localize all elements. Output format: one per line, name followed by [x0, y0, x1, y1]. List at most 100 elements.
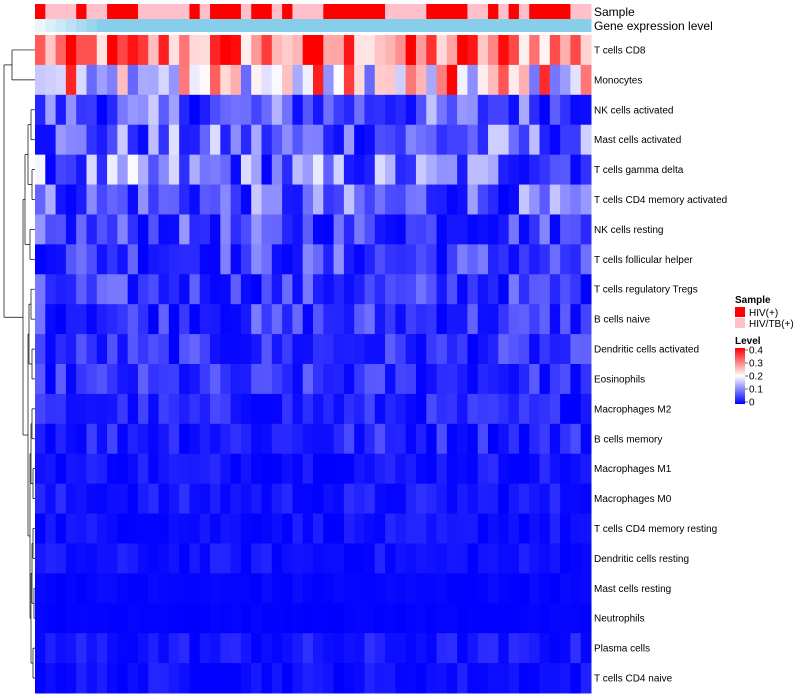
heatmap-cell [230, 64, 242, 96]
heatmap-cell [549, 603, 561, 634]
heatmap-cell [158, 184, 170, 215]
heatmap-cell [45, 214, 57, 245]
heatmap-cell [199, 304, 211, 335]
heatmap-cell [395, 483, 407, 515]
heatmap-cell [240, 35, 252, 66]
heatmap-cell [323, 94, 335, 126]
heatmap-cell [395, 124, 407, 156]
sample-annotation-cell [446, 4, 458, 19]
heatmap-cell [107, 244, 118, 275]
heatmap-cell [127, 274, 139, 305]
heatmap-cell [498, 633, 510, 664]
heatmap-cell [230, 423, 242, 455]
row-label: T cells gamma delta [594, 165, 684, 176]
heatmap-cell [210, 513, 221, 544]
heatmap-cell [518, 64, 530, 96]
heatmap-cell [148, 154, 160, 186]
gene-expression-cell [457, 19, 468, 32]
heatmap-cell [158, 364, 170, 395]
heatmap-cell [518, 603, 530, 634]
heatmap-cell [35, 393, 46, 425]
heatmap-cell [560, 154, 571, 186]
heatmap-cell [96, 423, 108, 455]
heatmap-cell [55, 304, 67, 335]
heatmap-cell [385, 35, 396, 66]
heatmap-cell [498, 573, 510, 604]
heatmap-cell [405, 423, 417, 455]
heatmap-cell [467, 35, 479, 66]
heatmap-cell [395, 393, 407, 425]
heatmap-cell [508, 633, 520, 664]
heatmap-cell [333, 513, 345, 544]
heatmap-cell [107, 334, 118, 365]
heatmap-cell [477, 453, 489, 485]
heatmap-cell [240, 573, 252, 604]
heatmap-cell [137, 483, 149, 515]
heatmap-cell [518, 513, 530, 544]
heatmap-cell [302, 573, 314, 604]
heatmap-cell [354, 64, 365, 96]
heatmap-cell [560, 184, 571, 215]
heatmap-cell [570, 35, 582, 66]
heatmap-cell [539, 184, 551, 215]
row-label: NK cells activated [594, 105, 673, 116]
heatmap-cell [560, 35, 571, 66]
heatmap-cell [35, 94, 46, 126]
gene-expression-cell [55, 19, 67, 32]
heatmap-cell [385, 423, 396, 455]
heatmap-cell [199, 393, 211, 425]
heatmap-cell [230, 94, 242, 126]
heatmap-cell [55, 633, 67, 664]
heatmap-cell [230, 603, 242, 634]
heatmap-cell [446, 663, 458, 694]
heatmap-cell [65, 274, 77, 305]
heatmap-cell [189, 35, 201, 66]
heatmap-cell [107, 64, 118, 96]
heatmap-cell [374, 244, 386, 275]
heatmap-cell [179, 423, 190, 455]
heatmap-cell [508, 364, 520, 395]
heatmap-cell [137, 154, 149, 186]
heatmap-cell [405, 543, 417, 574]
gene-expression-cell [549, 19, 561, 32]
heatmap-cell [179, 35, 190, 66]
heatmap-cell [508, 94, 520, 126]
heatmap-cell [168, 453, 180, 485]
heatmap-cell [292, 663, 304, 694]
heatmap-cell [282, 274, 293, 305]
heatmap-cell [549, 94, 561, 126]
heatmap-cell [570, 64, 582, 96]
sample-annotation-cell [343, 4, 355, 19]
heatmap-cell [292, 364, 304, 395]
heatmap-cell [343, 244, 355, 275]
heatmap-cell [385, 393, 396, 425]
heatmap-cell [580, 334, 592, 365]
sample-annotation-cell [405, 4, 417, 19]
heatmap-cell [580, 603, 592, 634]
heatmap-cell [55, 393, 67, 425]
heatmap-cell [240, 483, 252, 515]
heatmap-cell [477, 214, 489, 245]
heatmap-cell [518, 453, 530, 485]
heatmap-cell [415, 184, 427, 215]
heatmap-cell [148, 543, 160, 574]
heatmap-cell [498, 94, 510, 126]
heatmap-cell [55, 64, 67, 96]
heatmap-cell [405, 393, 417, 425]
sample-annotation-cell [117, 4, 129, 19]
gene-expression-cell [539, 19, 551, 32]
heatmap-cell [220, 393, 232, 425]
heatmap-cell [199, 214, 211, 245]
legend-color-gradient [735, 348, 745, 404]
heatmap-cell [436, 244, 448, 275]
heatmap-cell [436, 184, 448, 215]
heatmap-cell [477, 603, 489, 634]
sample-annotation-cell [313, 4, 324, 19]
heatmap-cell [426, 94, 438, 126]
heatmap-cell [189, 334, 201, 365]
heatmap-cell [333, 94, 345, 126]
heatmap-cell [117, 603, 129, 634]
heatmap-cell [282, 393, 293, 425]
heatmap-cell [210, 304, 221, 335]
